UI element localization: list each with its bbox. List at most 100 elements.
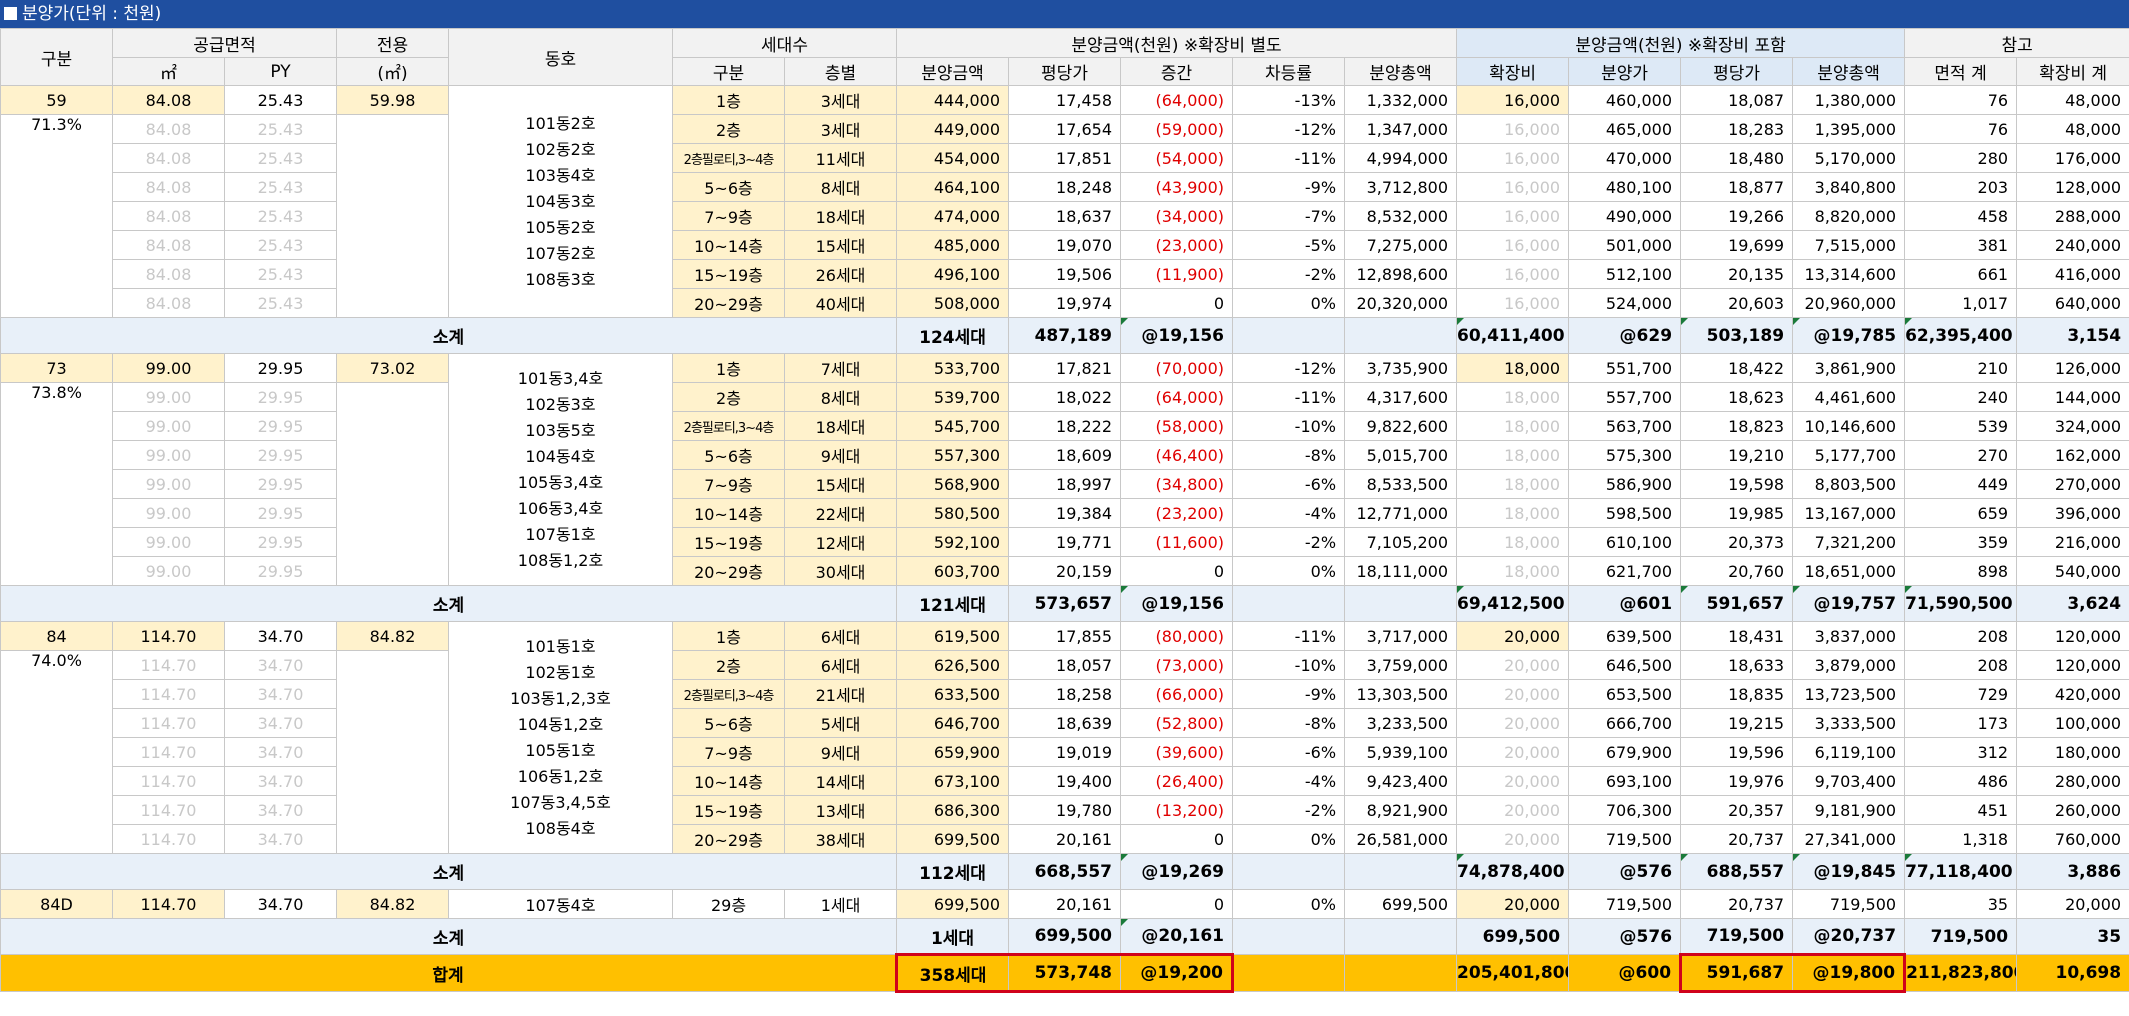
price-diff: 0: [1120, 824, 1234, 854]
grand-total-area-sum: 10,698: [2016, 954, 2129, 992]
price-diff: 0: [1120, 889, 1234, 919]
ext-fee-sum: 540,000: [2016, 556, 2129, 586]
price-diff: (34,800): [1120, 469, 1234, 499]
supply-area-m2: 114.70: [112, 650, 225, 680]
price-diff: (66,000): [1120, 679, 1234, 709]
total-with-ext: 18,651,000: [1792, 556, 1906, 586]
price-diff: (23,000): [1120, 230, 1234, 260]
exclusive-area: 73.02: [336, 353, 449, 383]
price-per-py: 18,609: [1008, 440, 1122, 470]
subtotal-row: 소계 124세대 487,189 @19,156 60,411,400 @629 503,1…: [0, 317, 2129, 354]
header-area-sum: 면적 계: [1904, 57, 2018, 86]
header-per-py: 평당가: [1008, 57, 1122, 86]
price-amount: 508,000: [896, 288, 1010, 318]
diff-rate: -8%: [1232, 708, 1346, 738]
unit-type: 59: [0, 85, 113, 115]
floor-group: 2층: [672, 114, 785, 144]
subtotal-price-total: 69,412,500: [1456, 585, 1570, 622]
price-total: 18,111,000: [1344, 556, 1458, 586]
dongho-list: 101동1호 102동1호 103동1,2,3호 104동1,2호 105동1호…: [448, 621, 673, 854]
diff-rate: -2%: [1232, 527, 1346, 557]
supply-area-m2: 114.70: [112, 795, 225, 825]
diff-rate: -8%: [1232, 440, 1346, 470]
ext-fee-sum: 20,000: [2016, 889, 2129, 919]
ext-fee-sum: 162,000: [2016, 440, 2129, 470]
extension-fee: 18,000: [1456, 440, 1570, 470]
header-m2: ㎡: [112, 57, 225, 86]
price-total: 8,532,000: [1344, 201, 1458, 231]
subtotal-household-count: 112세대: [896, 853, 1010, 890]
subtotal-price-total: 74,878,400: [1456, 853, 1570, 890]
subtotal-diff-rate: [1344, 853, 1458, 890]
header-exclusive-unit: (㎡): [336, 57, 449, 86]
area-sum: 1,318: [1904, 824, 2018, 854]
exclusive-area: 84.82: [336, 889, 449, 919]
total-with-ext: 1,395,000: [1792, 114, 1906, 144]
supply-area-py: 25.43: [224, 143, 337, 173]
extension-fee: 16,000: [1456, 85, 1570, 115]
total-with-ext: 13,314,600: [1792, 259, 1906, 289]
per-py-with-ext: 18,623: [1680, 382, 1794, 412]
price-diff: (11,600): [1120, 527, 1234, 557]
table-row: 84D 114.70 34.70 84.82 107동4호 29층 1세대 699,500 20…: [0, 889, 2129, 919]
per-py-with-ext: 19,215: [1680, 708, 1794, 738]
per-py-with-ext: 20,760: [1680, 556, 1794, 586]
supply-area-py: 25.43: [224, 114, 337, 144]
header-total2: 분양총액: [1792, 57, 1906, 86]
price-diff: (70,000): [1120, 353, 1234, 383]
table-row: 114.70 34.70 20~29층 38세대 699,500 20,161 0 0% 26,…: [1, 824, 2129, 854]
supply-area-m2: 84.08: [112, 288, 225, 318]
supply-area-m2: 99.00: [112, 353, 225, 383]
table-row: 84.08 25.43 10~14층 15세대 485,000 19,070 (23,000…: [1, 230, 2129, 260]
subtotal-price-with-ext: 719,500: [1680, 918, 1794, 955]
dongho-list: 101동3,4호 102동3호 103동5호 104동4호 105동3,4호 1…: [448, 353, 673, 586]
header-diff-rate: 차등률: [1232, 57, 1346, 86]
grand-total-label: 합계: [0, 954, 898, 992]
per-py-with-ext: 18,633: [1680, 650, 1794, 680]
area-sum: 210: [1904, 353, 2018, 383]
price-with-ext: 646,500: [1568, 650, 1682, 680]
household-count: 18세대: [783, 201, 898, 231]
ext-fee-sum: 120,000: [2016, 650, 2129, 680]
price-diff: (23,200): [1120, 498, 1234, 528]
price-amount: 539,700: [896, 382, 1010, 412]
ext-fee-sum: 324,000: [2016, 411, 2129, 441]
household-count: 3세대: [783, 85, 898, 115]
ext-fee-sum: 120,000: [2016, 621, 2129, 651]
subtotal-per-py-with-ext: @19,845: [1792, 853, 1906, 890]
ext-fee-sum: 48,000: [2016, 114, 2129, 144]
floor-group: 7~9층: [672, 469, 785, 499]
exclusive-area-empty: [336, 114, 449, 318]
area-sum: 661: [1904, 259, 2018, 289]
subtotal-price-diff: [1232, 853, 1346, 890]
extension-fee: 20,000: [1456, 766, 1570, 796]
ext-fee-sum: 420,000: [2016, 679, 2129, 709]
total-with-ext: 13,167,000: [1792, 498, 1906, 528]
per-py-with-ext: 18,422: [1680, 353, 1794, 383]
floor-group: 10~14층: [672, 230, 785, 260]
total-with-ext: 5,177,700: [1792, 440, 1906, 470]
supply-area-py: 34.70: [224, 708, 337, 738]
extension-fee: 16,000: [1456, 114, 1570, 144]
table-row: 99.00 29.95 15~19층 12세대 592,100 19,771 (11,600…: [1, 527, 2129, 557]
price-with-ext: 470,000: [1568, 143, 1682, 173]
total-with-ext: 8,803,500: [1792, 469, 1906, 499]
supply-area-m2: 84.08: [112, 114, 225, 144]
price-diff: (54,000): [1120, 143, 1234, 173]
diff-rate: -6%: [1232, 469, 1346, 499]
table-row: 74.0% 114.70 34.70 2층 6세대 626,500 18,057 (73,00…: [0, 650, 2129, 854]
price-amount: 444,000: [896, 85, 1010, 115]
floor-group: 2층필로티,3~4층: [672, 679, 785, 709]
grand-total-price-diff: [1232, 954, 1346, 992]
table-row: 84 114.70 34.70 84.82 101동1호 102동1호 103동1,2,…: [0, 621, 2129, 854]
price-per-py: 17,458: [1008, 85, 1122, 115]
per-py-with-ext: 18,480: [1680, 143, 1794, 173]
diff-rate: -5%: [1232, 230, 1346, 260]
grand-total-household-count: 358세대: [895, 953, 1010, 993]
supply-area-py: 25.43: [224, 201, 337, 231]
floor-group: 20~29층: [672, 288, 785, 318]
subtotal-price-amount: 487,189: [1008, 317, 1122, 354]
grand-total-price-amount: 573,748: [1008, 953, 1122, 993]
diff-rate: -11%: [1232, 621, 1346, 651]
table-row: 114.70 34.70 15~19층 13세대 686,300 19,780 (13,20…: [1, 795, 2129, 825]
